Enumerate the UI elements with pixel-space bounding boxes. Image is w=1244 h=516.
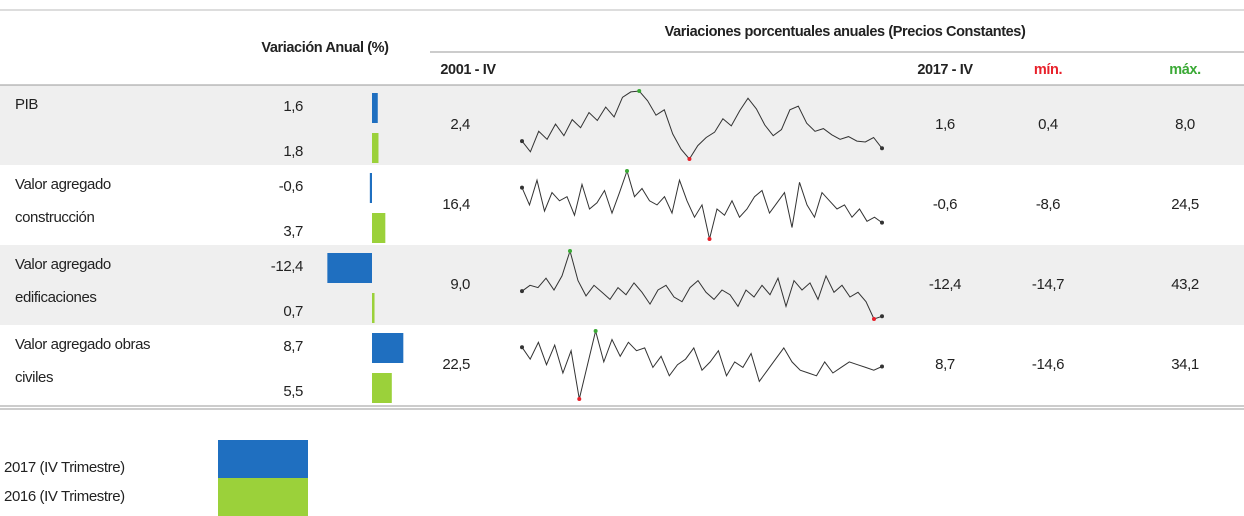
sparkline-dot bbox=[593, 329, 598, 333]
sparkline-dot bbox=[637, 89, 642, 93]
col-header: Variación Anual (%) bbox=[261, 40, 389, 56]
start-value: 9,0 bbox=[450, 276, 470, 293]
value: 1,8 bbox=[283, 143, 303, 160]
legend-label: 2016 (IV Trimestre) bbox=[4, 488, 125, 505]
end-value: -0,6 bbox=[933, 196, 957, 213]
legend-label: 2017 (IV Trimestre) bbox=[4, 459, 125, 476]
value: 3,7 bbox=[283, 223, 303, 240]
bar bbox=[372, 133, 379, 163]
row-label: edificaciones bbox=[15, 289, 97, 306]
col-header: 2001 - IV bbox=[440, 62, 496, 78]
row-label: PIB bbox=[15, 96, 38, 113]
min-value: -14,6 bbox=[1032, 356, 1064, 373]
min-value: 0,4 bbox=[1038, 116, 1058, 133]
row-label: civiles bbox=[15, 369, 53, 386]
col-header: 2017 - IV bbox=[917, 62, 973, 78]
max-value: 8,0 bbox=[1175, 116, 1195, 133]
sparkline-dot bbox=[707, 237, 712, 241]
sparkline-dot bbox=[520, 289, 524, 294]
start-value: 22,5 bbox=[442, 356, 470, 373]
row-label: construcción bbox=[15, 209, 94, 226]
sparkline-dot bbox=[880, 364, 884, 369]
bar bbox=[369, 173, 372, 203]
row-label: Valor agregado obras bbox=[15, 336, 150, 353]
sparkline-dot bbox=[520, 345, 524, 350]
sparkline bbox=[521, 169, 883, 240]
row-label: Valor agregado bbox=[15, 256, 111, 273]
sparkline-dot bbox=[520, 139, 524, 144]
sparkline-dot bbox=[520, 185, 524, 190]
end-value: -12,4 bbox=[929, 276, 961, 293]
max-value: 24,5 bbox=[1171, 196, 1199, 213]
legend-swatch bbox=[218, 440, 308, 478]
min-value: -8,6 bbox=[1036, 196, 1060, 213]
end-value: 8,7 bbox=[935, 356, 955, 373]
sparkline-dot bbox=[872, 317, 876, 321]
value: 0,7 bbox=[283, 303, 303, 320]
bar bbox=[372, 333, 404, 363]
col-header: mín. bbox=[1034, 62, 1063, 78]
bar bbox=[372, 93, 378, 123]
start-value: 2,4 bbox=[450, 116, 470, 133]
sparkline-dot bbox=[577, 397, 582, 401]
sparkline bbox=[521, 330, 883, 400]
max-value: 34,1 bbox=[1171, 356, 1199, 373]
sparkline bbox=[521, 90, 883, 160]
sparkline-dot bbox=[687, 157, 692, 161]
col-header: Variaciones porcentuales anuales (Precio… bbox=[665, 24, 1026, 40]
sparkline-dot bbox=[880, 220, 884, 225]
row-label: Valor agregado bbox=[15, 176, 111, 193]
bar bbox=[372, 373, 392, 403]
value: -12,4 bbox=[271, 258, 303, 275]
min-value: -14,7 bbox=[1032, 276, 1064, 293]
row-bg bbox=[0, 245, 1244, 325]
bar bbox=[327, 253, 372, 283]
bar bbox=[372, 293, 375, 323]
max-value: 43,2 bbox=[1171, 276, 1199, 293]
sparkline-dot bbox=[568, 249, 572, 253]
legend-swatch bbox=[218, 478, 308, 516]
sparkline-dot bbox=[880, 314, 884, 319]
col-header: máx. bbox=[1169, 62, 1201, 78]
start-value: 16,4 bbox=[442, 196, 470, 213]
value: -0,6 bbox=[279, 178, 303, 195]
sparkline-dot bbox=[880, 146, 884, 151]
end-value: 1,6 bbox=[935, 116, 955, 133]
sparkline bbox=[521, 249, 883, 320]
sparkline-dot bbox=[625, 169, 629, 173]
value: 5,5 bbox=[283, 383, 303, 400]
value: 1,6 bbox=[283, 98, 303, 115]
bar bbox=[372, 213, 386, 243]
value: 8,7 bbox=[283, 338, 303, 355]
